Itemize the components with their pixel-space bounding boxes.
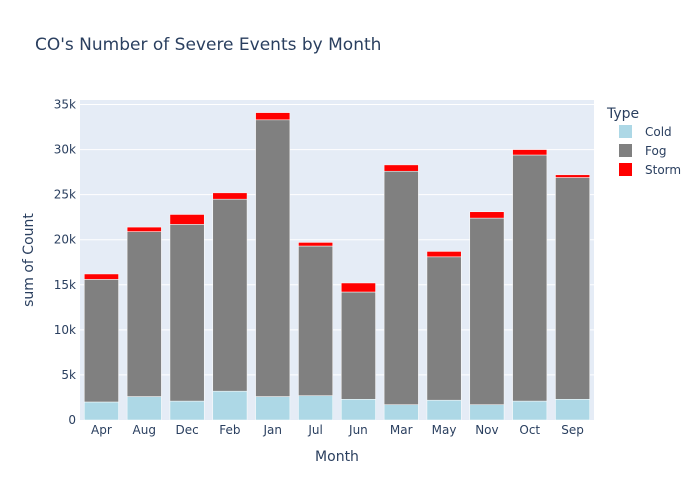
y-axis-label: sum of Count bbox=[21, 213, 37, 307]
bar-fog-mar[interactable] bbox=[383, 170, 419, 405]
x-tick-label: Aug bbox=[133, 423, 156, 437]
bar-cold-aug[interactable] bbox=[126, 396, 162, 421]
bar-cold-mar[interactable] bbox=[383, 404, 419, 421]
bar-cold-may[interactable] bbox=[426, 399, 462, 421]
x-tick-label: Jun bbox=[348, 423, 368, 437]
bar-fog-oct[interactable] bbox=[512, 154, 548, 402]
bar-cold-feb[interactable] bbox=[212, 390, 248, 421]
bar-fog-dec[interactable] bbox=[169, 224, 205, 402]
y-tick-label: 5k bbox=[61, 368, 76, 382]
bar-storm-jun[interactable] bbox=[341, 282, 376, 293]
bar-fog-apr[interactable] bbox=[84, 279, 119, 403]
bar-storm-dec[interactable] bbox=[169, 214, 205, 225]
x-axis-ticks: Apr Aug Dec Feb Jan Jul Jun Mar May Nov Oct Sep bbox=[91, 423, 584, 437]
bar-storm-aug[interactable] bbox=[126, 226, 162, 232]
bar-cold-dec[interactable] bbox=[169, 400, 205, 421]
bar-storm-may[interactable] bbox=[426, 251, 462, 258]
bar-cold-sep[interactable] bbox=[555, 399, 590, 421]
bar-storm-jul[interactable] bbox=[298, 242, 333, 247]
bar-storm-oct[interactable] bbox=[512, 149, 548, 156]
bar-storm-sep[interactable] bbox=[555, 174, 590, 178]
chart-title: CO's Number of Severe Events by Month bbox=[35, 35, 381, 55]
y-tick-label: 15k bbox=[54, 278, 76, 292]
bar-fog-nov[interactable] bbox=[469, 217, 505, 405]
y-tick-label: 30k bbox=[54, 143, 76, 157]
y-axis-ticks: 0 5k 10k 15k 20k 25k 30k 35k bbox=[54, 98, 76, 427]
legend-title: Type bbox=[606, 106, 639, 122]
x-tick-label: Dec bbox=[175, 423, 198, 437]
bar-fog-jun[interactable] bbox=[341, 291, 376, 400]
bar-cold-jun[interactable] bbox=[341, 399, 376, 421]
bar-cold-oct[interactable] bbox=[512, 400, 548, 421]
x-axis-label: Month bbox=[315, 449, 359, 465]
bar-cold-apr[interactable] bbox=[84, 401, 119, 421]
x-tick-label: Mar bbox=[390, 423, 413, 437]
bar-cold-jan[interactable] bbox=[255, 396, 291, 421]
y-tick-label: 35k bbox=[54, 98, 76, 112]
bar-storm-nov[interactable] bbox=[469, 211, 505, 219]
gridlines bbox=[80, 104, 594, 376]
x-tick-label: Jul bbox=[307, 423, 322, 437]
legend-swatch-fog[interactable] bbox=[619, 144, 632, 157]
bar-storm-feb[interactable] bbox=[212, 192, 248, 200]
plot-background bbox=[80, 100, 594, 420]
bar-fog-aug[interactable] bbox=[126, 231, 162, 397]
bar-cold-jul[interactable] bbox=[298, 395, 333, 421]
x-tick-label: Oct bbox=[519, 423, 540, 437]
legend-label-fog[interactable]: Fog bbox=[645, 144, 666, 158]
legend-swatch-cold[interactable] bbox=[619, 125, 632, 138]
y-tick-label: 25k bbox=[54, 188, 76, 202]
legend-label-storm[interactable]: Storm bbox=[645, 163, 681, 177]
y-tick-label: 0 bbox=[68, 413, 76, 427]
bar-fog-may[interactable] bbox=[426, 256, 462, 401]
x-tick-label: Jan bbox=[263, 423, 283, 437]
bar-cold-nov[interactable] bbox=[469, 404, 505, 421]
bar-fog-jul[interactable] bbox=[298, 245, 333, 396]
legend-swatch-storm[interactable] bbox=[619, 163, 632, 176]
bar-storm-mar[interactable] bbox=[383, 164, 419, 172]
bar-fog-sep[interactable] bbox=[555, 177, 590, 400]
y-tick-label: 20k bbox=[54, 233, 76, 247]
y-tick-label: 10k bbox=[54, 323, 76, 337]
bar-fog-jan[interactable] bbox=[255, 119, 291, 397]
x-tick-label: Feb bbox=[219, 423, 240, 437]
bar-storm-apr[interactable] bbox=[84, 273, 119, 280]
bars bbox=[84, 112, 590, 421]
legend: Type Cold Fog Storm bbox=[606, 106, 681, 177]
bar-storm-jan[interactable] bbox=[255, 112, 291, 121]
x-tick-label: Apr bbox=[91, 423, 112, 437]
legend-label-cold[interactable]: Cold bbox=[645, 125, 672, 139]
bar-fog-feb[interactable] bbox=[212, 198, 248, 392]
x-tick-label: Nov bbox=[475, 423, 498, 437]
x-tick-label: Sep bbox=[561, 423, 584, 437]
x-tick-label: May bbox=[432, 423, 457, 437]
